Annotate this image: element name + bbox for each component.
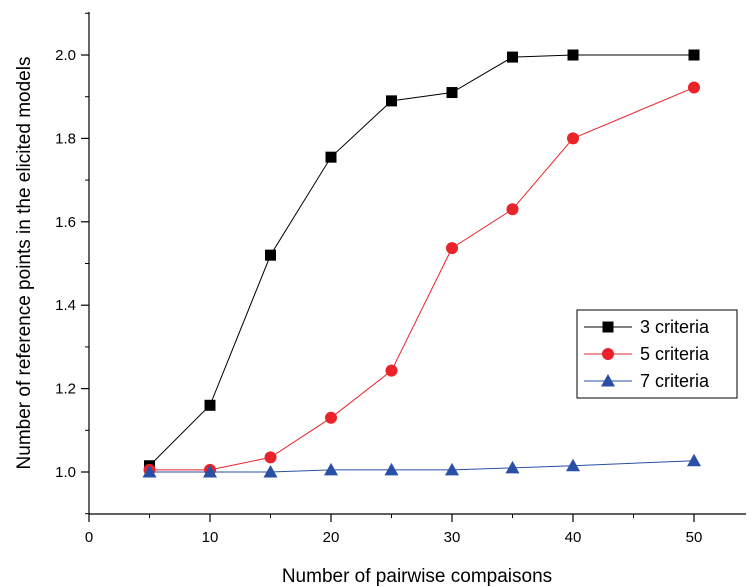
- x-ticks: 0 10 20 30 40 50: [85, 514, 703, 546]
- series-2: [143, 81, 700, 476]
- legend: 3 criteria 5 criteria 7 criteria: [576, 309, 738, 399]
- data-point: [325, 411, 337, 424]
- data-point: [506, 203, 519, 216]
- data-point: [265, 249, 276, 261]
- y-tick-label: 1.8: [55, 130, 76, 147]
- y-tick-label: 1.0: [55, 464, 76, 481]
- series-line: [149, 460, 695, 473]
- legend-marker: [601, 374, 615, 387]
- x-tick-label: 20: [323, 529, 340, 546]
- x-tick-label: 50: [686, 529, 703, 546]
- data-point: [688, 81, 700, 94]
- y-tick-label: 1.6: [55, 214, 76, 231]
- series-line: [149, 54, 694, 467]
- x-tick-label: 0: [85, 529, 93, 546]
- data-point: [384, 462, 399, 476]
- x-axis-title: Number of pairwise compaisons: [282, 566, 552, 587]
- data-point: [264, 451, 277, 464]
- x-tick-label: 30: [444, 529, 461, 546]
- y-tick-label: 2.0: [55, 47, 76, 64]
- series-layer: [142, 49, 701, 478]
- legend-label: 5 criteria: [640, 344, 710, 364]
- y-axis-title: Number of reference points in the elicit…: [14, 57, 35, 470]
- data-point: [445, 462, 459, 476]
- data-point: [204, 399, 216, 411]
- legend-label: 3 criteria: [640, 317, 710, 337]
- x-tick-label: 10: [202, 529, 219, 546]
- data-point: [325, 151, 337, 163]
- data-point: [566, 458, 580, 472]
- data-point: [263, 465, 278, 478]
- legend-marker: [602, 321, 614, 333]
- data-point: [324, 462, 338, 476]
- legend-items: 3 criteria 5 criteria 7 criteria: [584, 317, 710, 391]
- data-point: [446, 242, 458, 255]
- axes: [88, 12, 746, 515]
- legend-item: 5 criteria: [584, 344, 710, 364]
- data-point: [567, 49, 579, 61]
- data-point: [203, 465, 217, 478]
- x-tick-label: 40: [565, 529, 582, 546]
- series-1: [144, 49, 700, 472]
- data-point: [446, 87, 458, 99]
- y-tick-label: 1.2: [55, 381, 76, 398]
- legend-marker: [602, 348, 614, 360]
- data-point: [687, 453, 701, 467]
- legend-item: 3 criteria: [584, 317, 710, 337]
- series-3: [142, 453, 701, 478]
- legend-label: 7 criteria: [640, 371, 710, 391]
- data-point: [142, 465, 157, 478]
- data-point: [567, 132, 579, 145]
- data-point: [505, 460, 520, 474]
- y-ticks: 1.0 1.2 1.4 1.6 1.8 2.0: [55, 12, 89, 515]
- data-point: [507, 51, 518, 63]
- legend-item: 7 criteria: [584, 371, 710, 391]
- data-point: [688, 49, 700, 61]
- y-tick-label: 1.4: [55, 297, 76, 314]
- data-point: [385, 364, 398, 377]
- series-line: [149, 87, 695, 471]
- data-point: [386, 95, 397, 107]
